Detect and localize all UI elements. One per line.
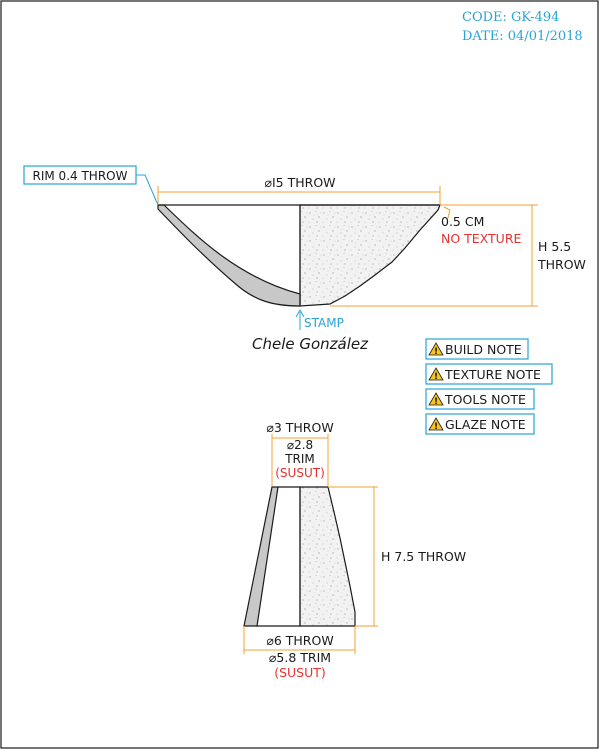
bowl-outer-texture [299,204,441,307]
note-tools[interactable]: ! TOOLS NOTE [425,388,535,410]
foot-height-label: H 7.5 THROW [381,549,466,564]
bowl-profile [157,204,441,307]
bowl-diameter-label: ⌀I5 THROW [264,175,335,190]
note-glaze[interactable]: ! GLAZE NOTE [425,413,535,435]
bowl-height-label-2: THROW [537,257,586,272]
foot-edges [257,486,300,627]
foot-bottom-trim-label: ⌀5.8 TRIM [269,650,331,665]
warning-icon: ! [428,342,444,357]
rim-callout-leader [136,174,159,206]
drawing-code: CODE: GK-494 [462,10,559,25]
foot-outer-texture [299,486,356,627]
foot-top-trim-label-2: TRIM [284,452,315,466]
foot-top-dimension [271,434,329,486]
foot-bottom-dimension [243,626,356,654]
warning-icon: ! [428,367,444,382]
foot-profile [243,486,356,627]
foot-bottom-susut-label: (SUSUT) [274,665,326,680]
note-texture[interactable]: ! TEXTURE NOTE [425,363,553,385]
svg-text:!: ! [434,347,438,357]
bowl-height-label-1: H 5.5 [538,239,571,254]
bowl-diameter-dimension [157,186,441,205]
svg-text:!: ! [434,422,438,432]
stamp-arrow-icon [295,308,305,318]
signature: Chele González [252,335,369,353]
wall-thickness-leader [443,206,451,219]
stamp-label: STAMP [304,316,344,330]
warning-icon: ! [428,417,444,432]
foot-top-trim-label-1: ⌀2.8 [287,438,313,452]
foot-top-susut-label: (SUSUT) [275,466,325,480]
wall-thickness-label: 0.5 CM [441,214,484,229]
drawing-date: DATE: 04/01/2018 [462,29,583,44]
svg-text:!: ! [434,397,438,407]
rim-callout-label: RIM 0.4 THROW [33,169,128,183]
note-build[interactable]: ! BUILD NOTE [425,338,529,360]
foot-height-dimension [328,486,378,627]
warning-icon: ! [428,392,444,407]
foot-top-throw-label: ⌀3 THROW [266,420,333,435]
bowl-height-dimension [330,204,538,307]
foot-bottom-throw-label: ⌀6 THROW [266,633,333,648]
note-build-label: BUILD NOTE [445,342,522,357]
note-tools-label: TOOLS NOTE [444,392,526,407]
bowl-wall-section [157,204,301,307]
note-glaze-label: GLAZE NOTE [445,417,526,432]
no-texture-label: NO TEXTURE [441,231,522,246]
svg-text:!: ! [434,372,438,382]
note-texture-label: TEXTURE NOTE [444,367,541,382]
foot-wall-section [243,486,279,627]
